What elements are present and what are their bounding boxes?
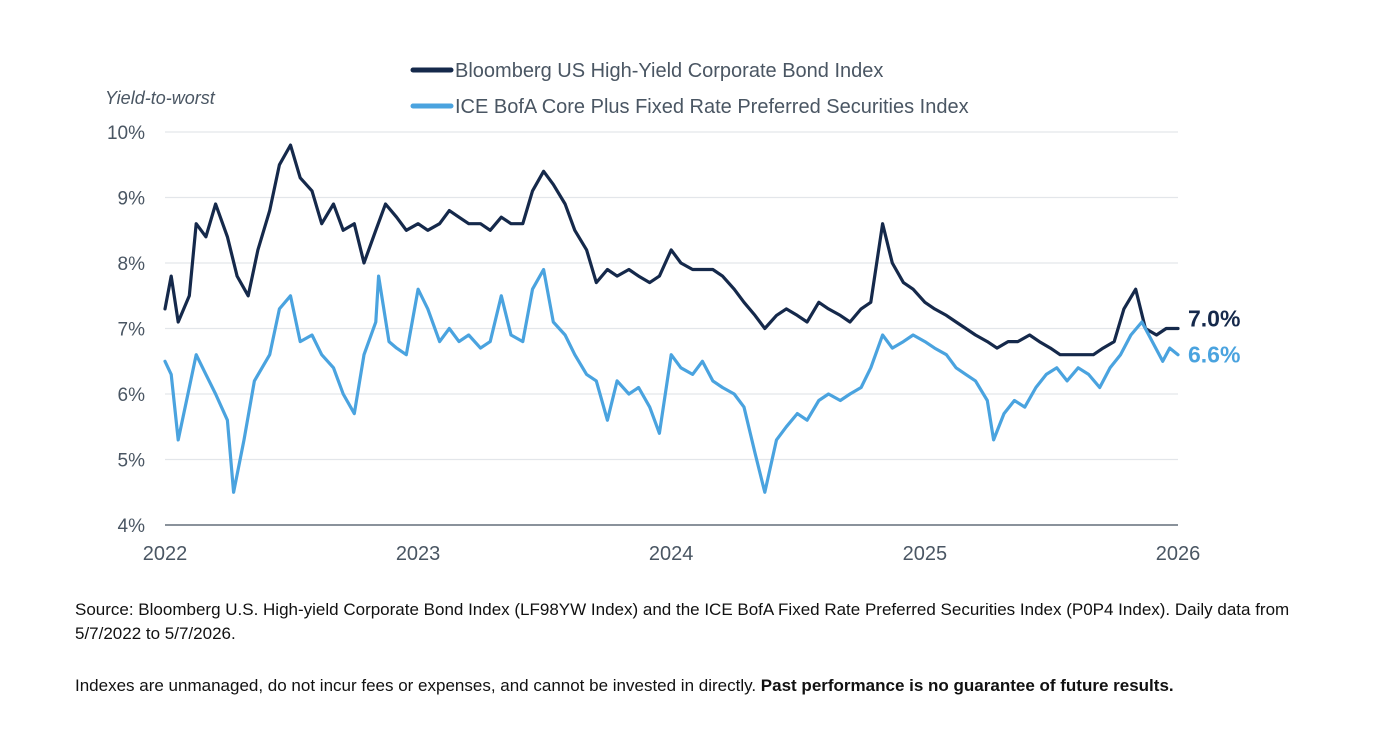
x-tick-label: 2025	[903, 543, 948, 565]
source-note: Source: Bloomberg U.S. High-yield Corpor…	[75, 598, 1305, 646]
x-tick-label: 2026	[1156, 543, 1201, 565]
y-tick-label: 5%	[118, 451, 146, 472]
y-tick-label: 6%	[118, 385, 146, 406]
disclaimer-note: Indexes are unmanaged, do not incur fees…	[75, 674, 1305, 698]
source-text: Source: Bloomberg U.S. High-yield Corpor…	[75, 600, 1290, 643]
legend: Bloomberg US High-Yield Corporate Bond I…	[410, 60, 969, 118]
disclaimer-text: Indexes are unmanaged, do not incur fees…	[75, 676, 757, 695]
series-line-0	[163, 143, 1180, 357]
legend-label-0: Bloomberg US High-Yield Corporate Bond I…	[455, 60, 883, 82]
past-performance-warning: Past performance is no guarantee of futu…	[760, 676, 1174, 695]
series-lines: 7.0% 6.6%	[163, 143, 1240, 494]
axes: 4% 5% 6% 7% 8% 9% 10% 2022 2023 2024 2025 2026	[107, 123, 1200, 565]
x-tick-label: 2023	[396, 543, 441, 565]
x-tick-label: 2024	[649, 543, 694, 565]
x-tick-label: 2022	[143, 543, 188, 565]
y-tick-label: 10%	[107, 123, 145, 144]
y-axis-label: Yield-to-worst	[105, 88, 216, 108]
series-end-label-0: 7.0%	[1188, 306, 1240, 332]
series-end-label-1: 6.6%	[1188, 342, 1240, 368]
y-tick-label: 4%	[118, 516, 146, 537]
line-chart: 4% 5% 6% 7% 8% 9% 10% 2022 2023 2024 2025 2026 7.0%…	[105, 60, 1240, 565]
y-tick-label: 8%	[118, 254, 146, 275]
series-line-1	[163, 267, 1180, 494]
legend-label-1: ICE BofA Core Plus Fixed Rate Preferred …	[455, 96, 969, 118]
gridlines	[165, 131, 1178, 461]
y-tick-label: 7%	[118, 320, 146, 341]
y-tick-label: 9%	[118, 189, 146, 210]
